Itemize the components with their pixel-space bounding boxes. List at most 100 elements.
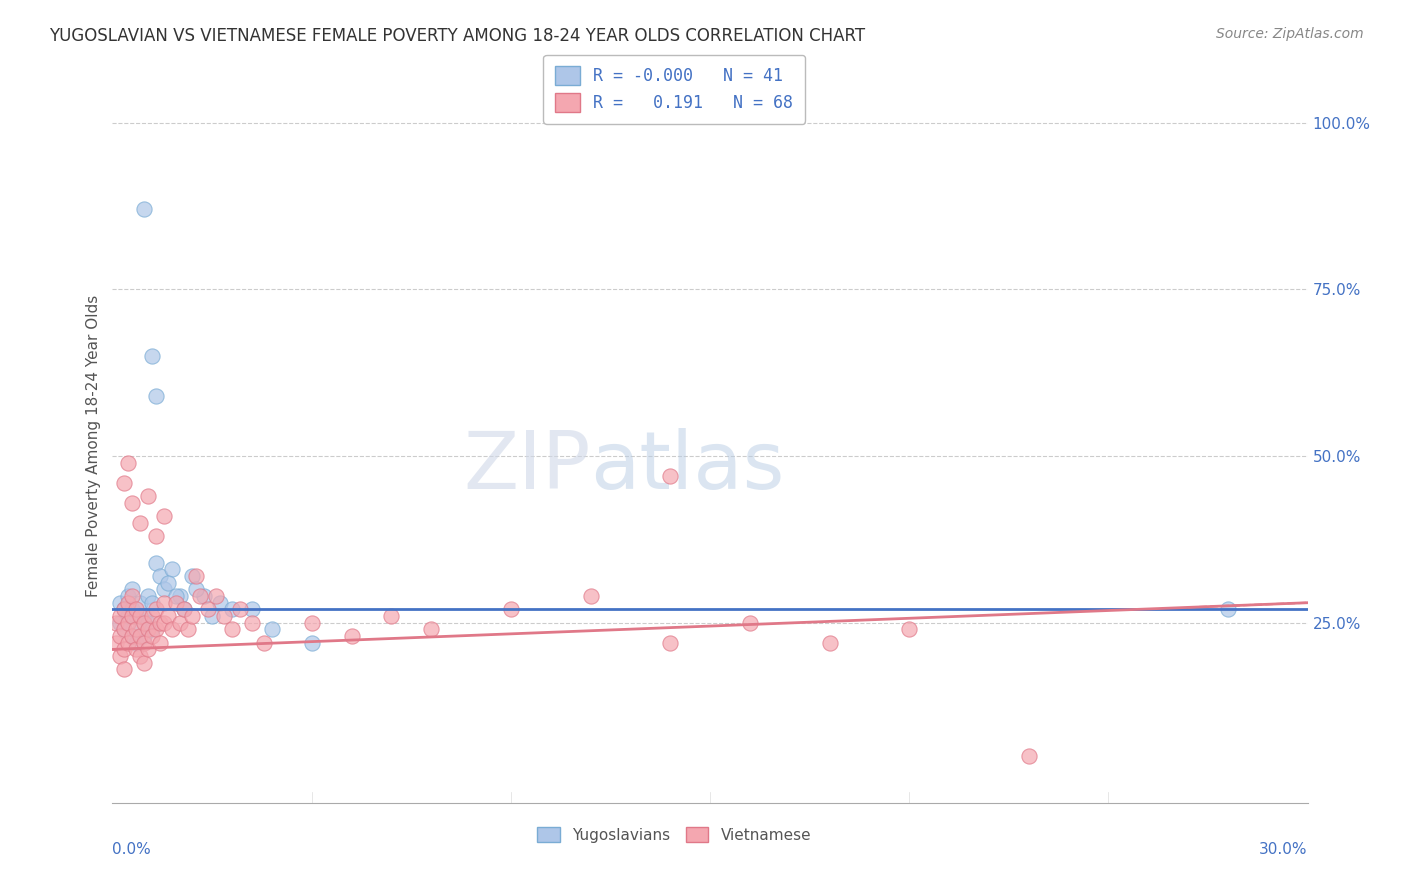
Point <box>380 609 402 624</box>
Point <box>659 469 682 483</box>
Point <box>145 389 167 403</box>
Point <box>157 609 180 624</box>
Point <box>114 642 135 657</box>
Point <box>141 609 163 624</box>
Point <box>186 569 208 583</box>
Point <box>134 609 156 624</box>
Point <box>165 589 187 603</box>
Y-axis label: Female Poverty Among 18-24 Year Olds: Female Poverty Among 18-24 Year Olds <box>86 295 101 597</box>
Point <box>125 609 148 624</box>
Point <box>138 489 160 503</box>
Point <box>145 556 167 570</box>
Point <box>221 602 243 616</box>
Point <box>138 623 160 637</box>
Point <box>499 602 522 616</box>
Point <box>221 623 243 637</box>
Point <box>110 596 132 610</box>
Point <box>201 609 224 624</box>
Point <box>134 636 156 650</box>
Point <box>153 615 176 630</box>
Point <box>141 629 163 643</box>
Point <box>1018 749 1040 764</box>
Point <box>129 609 152 624</box>
Point <box>114 623 135 637</box>
Point <box>420 623 443 637</box>
Point <box>121 629 143 643</box>
Point <box>117 589 139 603</box>
Point <box>240 602 263 616</box>
Point <box>129 629 152 643</box>
Point <box>165 596 187 610</box>
Point <box>114 602 135 616</box>
Point <box>253 636 276 650</box>
Point <box>134 656 156 670</box>
Point <box>1216 602 1239 616</box>
Point <box>110 615 132 630</box>
Text: Source: ZipAtlas.com: Source: ZipAtlas.com <box>1216 27 1364 41</box>
Point <box>117 615 139 630</box>
Point <box>173 602 195 616</box>
Point <box>141 596 163 610</box>
Point <box>125 623 148 637</box>
Legend: Yugoslavians, Vietnamese: Yugoslavians, Vietnamese <box>531 821 817 848</box>
Point <box>197 602 219 616</box>
Point <box>169 615 191 630</box>
Point <box>205 589 228 603</box>
Point <box>129 649 152 664</box>
Point <box>173 602 195 616</box>
Point <box>141 349 163 363</box>
Point <box>301 615 323 630</box>
Point <box>138 615 160 630</box>
Point <box>114 602 135 616</box>
Point <box>181 569 204 583</box>
Point <box>738 615 761 630</box>
Point <box>114 662 135 676</box>
Point <box>145 529 167 543</box>
Point <box>153 596 176 610</box>
Point <box>121 602 143 616</box>
Point <box>301 636 323 650</box>
Point <box>134 629 156 643</box>
Point <box>110 609 132 624</box>
Point <box>153 509 176 524</box>
Point <box>162 623 183 637</box>
Point <box>659 636 682 650</box>
Point <box>114 623 135 637</box>
Point <box>193 589 215 603</box>
Point <box>105 636 128 650</box>
Point <box>121 496 143 510</box>
Point <box>117 609 139 624</box>
Point <box>145 602 167 616</box>
Point <box>153 582 176 597</box>
Point <box>121 629 143 643</box>
Point <box>125 636 148 650</box>
Point <box>125 642 148 657</box>
Point <box>117 456 139 470</box>
Point <box>209 596 232 610</box>
Point <box>117 596 139 610</box>
Point <box>169 589 191 603</box>
Text: 0.0%: 0.0% <box>112 842 152 857</box>
Point <box>134 615 156 630</box>
Point <box>110 629 132 643</box>
Text: YUGOSLAVIAN VS VIETNAMESE FEMALE POVERTY AMONG 18-24 YEAR OLDS CORRELATION CHART: YUGOSLAVIAN VS VIETNAMESE FEMALE POVERTY… <box>49 27 865 45</box>
Point <box>340 629 363 643</box>
Point <box>110 649 132 664</box>
Point <box>114 475 135 490</box>
Point <box>117 636 139 650</box>
Point <box>145 623 167 637</box>
Point <box>105 615 128 630</box>
Point <box>229 602 252 616</box>
Point <box>134 202 156 217</box>
Point <box>157 575 180 590</box>
Point <box>121 609 143 624</box>
Point <box>138 589 160 603</box>
Point <box>141 623 163 637</box>
Point <box>138 642 160 657</box>
Point <box>149 636 172 650</box>
Point <box>177 623 200 637</box>
Point <box>818 636 841 650</box>
Text: ZIP: ZIP <box>463 428 591 507</box>
Point <box>129 596 152 610</box>
Point <box>129 623 152 637</box>
